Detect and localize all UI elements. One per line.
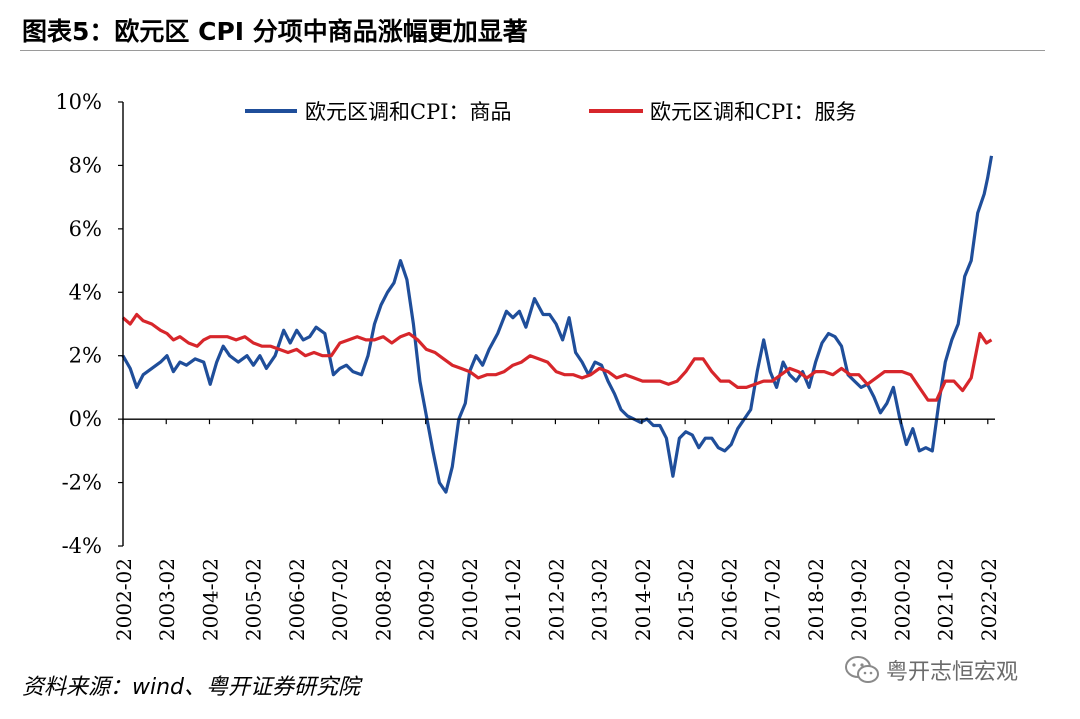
y-tick-label: 2% xyxy=(69,344,102,368)
x-tick-label: 2008-02 xyxy=(371,558,395,641)
x-tick-label: 2015-02 xyxy=(674,558,698,641)
chart-legend: 欧元区调和CPI：商品 欧元区调和CPI：服务 xyxy=(245,100,857,124)
x-tick-label: 2004-02 xyxy=(198,558,222,641)
x-tick-label: 2022-02 xyxy=(977,558,1001,641)
y-tick-label: -2% xyxy=(62,471,102,495)
series-line-1 xyxy=(121,312,993,402)
source-note: 资料来源：wind、粤开证券研究院 xyxy=(22,675,361,700)
y-tick-label: 10% xyxy=(55,90,102,114)
title-divider xyxy=(20,50,1045,51)
y-tick-label: 4% xyxy=(69,280,102,304)
figure-title: 图表5：欧元区 CPI 分项中商品涨幅更加显著 xyxy=(22,17,528,46)
plot-lines xyxy=(121,155,994,494)
x-tick-label: 2003-02 xyxy=(155,558,179,641)
x-tick-label: 2017-02 xyxy=(761,558,785,641)
x-tick-label: 2005-02 xyxy=(242,558,266,641)
y-tick-label: 8% xyxy=(69,153,102,177)
y-tick-label: 0% xyxy=(69,407,102,431)
x-tick-label: 2021-02 xyxy=(934,558,958,641)
x-axis-ticks: 2002-02 2003-02 2004-02 2005-02 2006-02 2007-… xyxy=(112,419,1001,641)
x-tick-label: 2019-02 xyxy=(847,558,871,641)
x-tick-label: 2002-02 xyxy=(112,558,136,641)
watermark-text: 粤开志恒宏观 xyxy=(886,660,1019,685)
x-tick-label: 2011-02 xyxy=(501,558,525,641)
series-line-0 xyxy=(121,155,994,494)
y-tick-label: 6% xyxy=(69,217,102,241)
x-tick-label: 2016-02 xyxy=(717,558,741,641)
x-tick-label: 2013-02 xyxy=(588,558,612,641)
x-tick-label: 2018-02 xyxy=(804,558,828,641)
x-tick-label: 2012-02 xyxy=(544,558,568,641)
x-tick-label: 2006-02 xyxy=(285,558,309,641)
y-axis-ticks: -4% -2% 0% 2% 4% 6% 8% 10% xyxy=(55,90,123,558)
x-tick-label: 2014-02 xyxy=(631,558,655,641)
x-tick-label: 2007-02 xyxy=(328,558,352,641)
x-tick-label: 2009-02 xyxy=(415,558,439,641)
chart-axes xyxy=(122,102,995,546)
watermark: 粤开志恒宏观 xyxy=(844,654,1018,686)
wechat-icon xyxy=(845,656,879,683)
x-tick-label: 2010-02 xyxy=(458,558,482,641)
y-tick-label: -4% xyxy=(62,534,102,558)
legend-label-1: 欧元区调和CPI：服务 xyxy=(650,100,857,124)
x-tick-label: 2020-02 xyxy=(890,558,914,641)
legend-label-0: 欧元区调和CPI：商品 xyxy=(305,100,512,124)
